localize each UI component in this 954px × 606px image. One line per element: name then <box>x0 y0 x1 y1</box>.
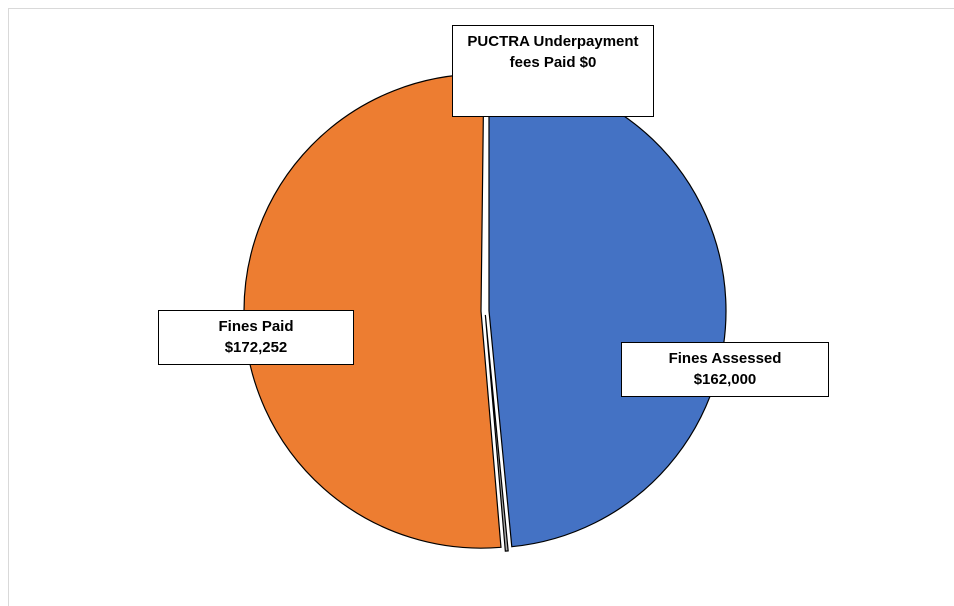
chart-area <box>8 8 954 606</box>
data-label-underpayment-line2: fees Paid $0 <box>509 54 597 71</box>
pie-slice-puctra-underpayment-fees-paid <box>484 314 509 552</box>
data-label-fines-assessed-line1: Fines Assessed <box>668 350 782 367</box>
data-label-fines-paid-line1: Fines Paid <box>218 318 294 335</box>
data-label-fines-assessed-line2: $162,000 <box>693 371 757 388</box>
data-label-fines-assessed: Fines Assessed $162,000 <box>621 342 829 397</box>
data-label-fines-paid: Fines Paid $172,252 <box>158 310 354 365</box>
data-label-fines-paid-line2: $172,252 <box>224 339 288 356</box>
pie-slice-fines-assessed <box>488 73 727 548</box>
data-label-underpayment-line1: PUCTRA Underpayment <box>467 33 639 50</box>
data-label-underpayment: PUCTRA Underpayment fees Paid $0 <box>452 25 654 117</box>
